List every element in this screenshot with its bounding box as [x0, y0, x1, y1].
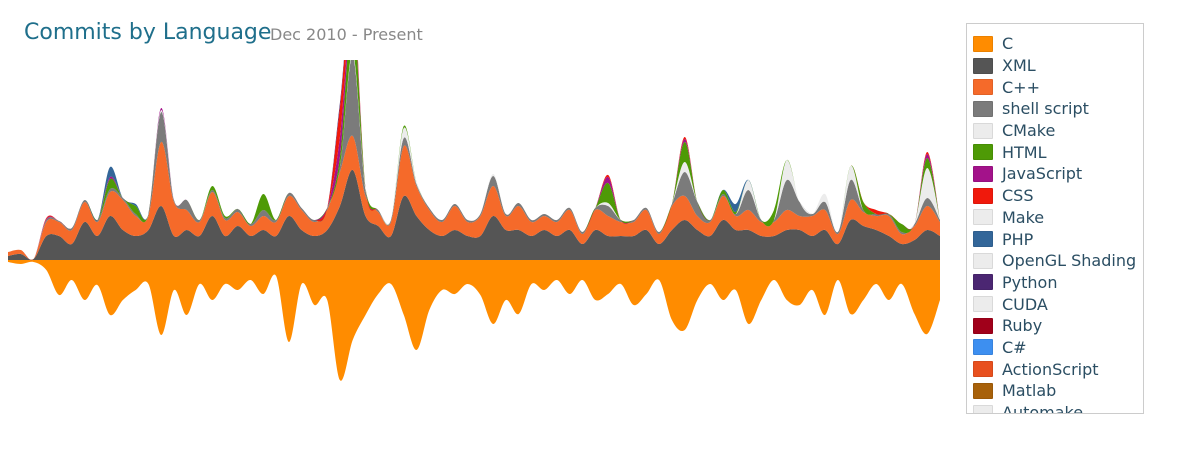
- legend-item[interactable]: HTML: [973, 141, 1143, 163]
- legend-item[interactable]: Automake: [973, 402, 1143, 414]
- legend-item[interactable]: C#: [973, 337, 1143, 359]
- legend-item[interactable]: C: [973, 33, 1143, 55]
- series-area-c[interactable]: [8, 260, 940, 381]
- legend-item[interactable]: CSS: [973, 185, 1143, 207]
- legend-label: C: [1002, 34, 1014, 54]
- legend-swatch: [973, 79, 993, 96]
- legend-label: shell script: [1002, 99, 1089, 119]
- legend-item[interactable]: XML: [973, 55, 1143, 77]
- series-area-xml[interactable]: [8, 169, 940, 260]
- legend-item[interactable]: CUDA: [973, 293, 1143, 315]
- legend-item[interactable]: CMake: [973, 120, 1143, 142]
- legend-swatch: [973, 100, 993, 117]
- chart-title: Commits by Language: [24, 20, 272, 45]
- legend-item[interactable]: C++: [973, 76, 1143, 98]
- legend-label: HTML: [1002, 142, 1047, 162]
- legend-label: C++: [1002, 77, 1040, 97]
- legend-label: C#: [1002, 337, 1027, 357]
- legend-swatch: [973, 165, 993, 182]
- legend-label: CUDA: [1002, 294, 1048, 314]
- legend-label: PHP: [1002, 229, 1034, 249]
- legend-label: XML: [1002, 56, 1036, 76]
- legend-label: Matlab: [1002, 381, 1057, 401]
- legend-label: Make: [1002, 207, 1045, 227]
- legend-item[interactable]: shell script: [973, 98, 1143, 120]
- legend-item[interactable]: Python: [973, 272, 1143, 294]
- legend-label: ActionScript: [1002, 359, 1099, 379]
- legend-label: CSS: [1002, 186, 1034, 206]
- legend-label: OpenGL Shading: [1002, 251, 1137, 271]
- series-area-c-[interactable]: [8, 135, 940, 261]
- legend-list: C XML C++ shell script CMake HTML JavaScript CS…: [967, 24, 1143, 414]
- legend-label: CMake: [1002, 121, 1056, 141]
- chart-date-range: Dec 2010 - Present: [270, 25, 423, 44]
- legend-swatch: [973, 252, 993, 269]
- legend-item[interactable]: ActionScript: [973, 358, 1143, 380]
- legend-swatch: [973, 209, 993, 226]
- legend-label: JavaScript: [1002, 164, 1083, 184]
- legend-swatch: [973, 317, 993, 334]
- legend-item[interactable]: Make: [973, 207, 1143, 229]
- legend-swatch: [973, 57, 993, 74]
- legend-item[interactable]: OpenGL Shading: [973, 250, 1143, 272]
- legend-item[interactable]: Matlab: [973, 380, 1143, 402]
- streamgraph-chart[interactable]: [0, 60, 950, 440]
- legend-swatch: [973, 274, 993, 291]
- legend-swatch: [973, 187, 993, 204]
- legend-swatch: [973, 382, 993, 399]
- legend-swatch: [973, 231, 993, 248]
- legend-swatch: [973, 339, 993, 356]
- legend-item[interactable]: PHP: [973, 228, 1143, 250]
- legend-item[interactable]: Ruby: [973, 315, 1143, 337]
- legend-swatch: [973, 404, 993, 413]
- legend-swatch: [973, 296, 993, 313]
- legend-label: Ruby: [1002, 316, 1043, 336]
- legend-label: Automake: [1002, 403, 1084, 414]
- legend-item[interactable]: JavaScript: [973, 163, 1143, 185]
- legend-swatch: [973, 35, 993, 52]
- legend-swatch: [973, 144, 993, 161]
- legend-label: Python: [1002, 272, 1058, 292]
- legend[interactable]: C XML C++ shell script CMake HTML JavaScript CS…: [966, 23, 1144, 414]
- legend-swatch: [973, 122, 993, 139]
- legend-swatch: [973, 361, 993, 378]
